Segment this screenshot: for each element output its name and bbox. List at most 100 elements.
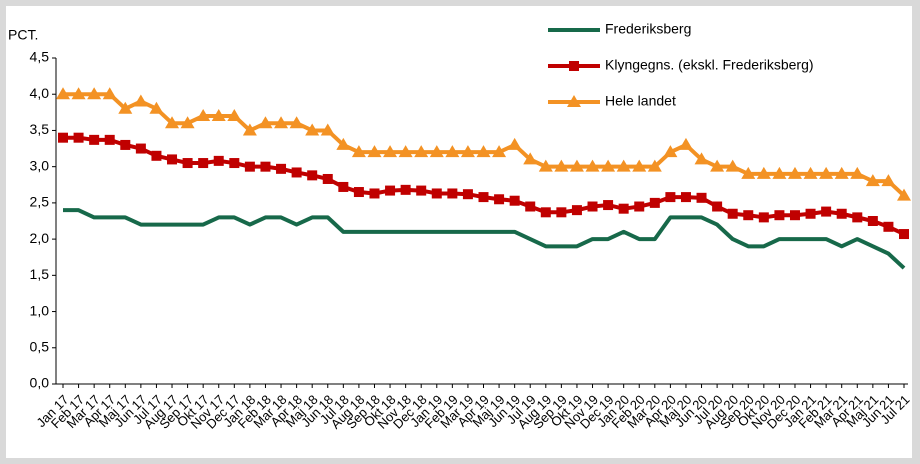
point-marker [741, 166, 756, 179]
point-marker [743, 210, 754, 221]
point-marker [196, 108, 211, 121]
point-marker [476, 145, 491, 158]
point-marker [897, 188, 911, 201]
point-marker [276, 163, 287, 174]
point-marker [601, 159, 616, 172]
point-marker [571, 205, 582, 216]
point-marker [135, 143, 146, 154]
point-marker [211, 108, 226, 121]
point-marker [523, 152, 538, 165]
point-marker [649, 197, 660, 208]
point-marker [525, 201, 536, 212]
point-marker [307, 170, 318, 181]
series-line [63, 208, 906, 270]
point-marker [665, 192, 676, 203]
point-marker [587, 201, 598, 212]
point-marker [58, 132, 68, 143]
point-marker [151, 150, 162, 161]
y-tick-label: 2,5 [30, 194, 50, 210]
point-marker [289, 116, 304, 129]
point-marker [260, 161, 271, 172]
point-marker [492, 145, 507, 158]
point-marker [385, 185, 396, 196]
point-marker [102, 87, 117, 100]
point-marker [819, 166, 834, 179]
y-tick-label: 0,0 [30, 375, 50, 391]
point-marker [353, 187, 364, 198]
y-tick-label: 2,0 [30, 230, 50, 246]
point-marker [87, 87, 102, 100]
point-marker [805, 208, 816, 219]
point-marker [447, 188, 458, 199]
point-marker [787, 166, 802, 179]
point-marker [338, 181, 349, 192]
point-marker [383, 145, 398, 158]
point-marker [540, 207, 551, 218]
point-marker [227, 108, 242, 121]
point-marker [585, 159, 600, 172]
point-marker [663, 145, 678, 158]
point-marker [351, 145, 366, 158]
point-marker [89, 134, 100, 145]
point-marker [678, 137, 693, 150]
y-tick-label: 4,0 [30, 85, 50, 101]
point-marker [416, 185, 427, 196]
y-tick-label: 1,0 [30, 302, 50, 318]
point-marker [167, 154, 178, 165]
point-marker [182, 158, 193, 169]
point-marker [694, 152, 709, 165]
point-marker [865, 174, 880, 187]
point-marker [431, 188, 442, 199]
point-marker [852, 212, 863, 223]
y-tick-label: 4,5 [30, 49, 50, 65]
point-marker [305, 123, 320, 136]
point-marker [429, 145, 444, 158]
point-marker [73, 132, 84, 143]
legend-marker [567, 95, 581, 107]
point-marker [569, 159, 584, 172]
point-marker [883, 221, 894, 232]
legend-label: Hele landet [605, 93, 676, 109]
point-marker [774, 210, 785, 221]
point-marker [494, 194, 505, 205]
point-marker [727, 208, 738, 219]
point-marker [554, 159, 569, 172]
point-marker [618, 203, 629, 214]
point-marker [680, 192, 691, 203]
point-marker [725, 159, 740, 172]
point-marker [367, 145, 382, 158]
point-marker [899, 229, 909, 240]
point-marker [291, 167, 302, 178]
point-marker [803, 166, 818, 179]
point-marker [509, 195, 520, 206]
point-marker [538, 159, 553, 172]
point-marker [445, 145, 460, 158]
point-marker [507, 137, 522, 150]
y-axis-label: PCT. [8, 27, 38, 43]
point-marker [634, 201, 645, 212]
y-tick-label: 1,5 [30, 266, 50, 282]
point-marker [400, 184, 411, 195]
point-marker [56, 87, 70, 100]
point-marker [710, 159, 725, 172]
y-tick-label: 3,0 [30, 157, 50, 173]
point-marker [478, 192, 489, 203]
point-marker [118, 101, 133, 114]
point-marker [336, 137, 351, 150]
legend-label: Klyngegns. (ekskl. Frederiksberg) [605, 57, 814, 73]
point-marker [789, 210, 800, 221]
point-marker [274, 116, 289, 129]
point-marker [165, 116, 180, 129]
point-marker [229, 158, 240, 169]
point-marker [320, 123, 335, 136]
point-marker [242, 123, 257, 136]
point-marker [696, 192, 707, 203]
point-marker [647, 159, 662, 172]
point-marker [834, 166, 849, 179]
point-marker [462, 189, 473, 200]
point-marker [758, 212, 769, 223]
point-marker [836, 208, 847, 219]
point-marker [71, 87, 86, 100]
